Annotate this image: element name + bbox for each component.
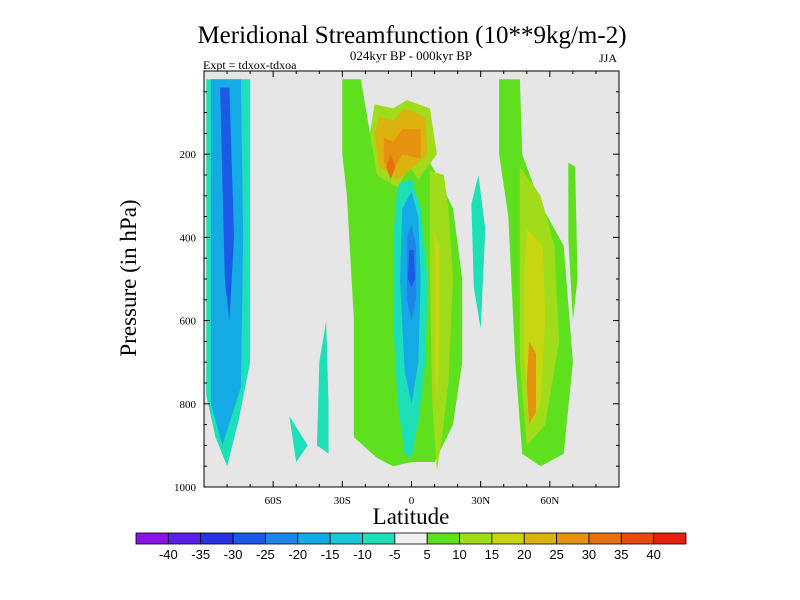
chart-subtitle: 024kyr BP - 000kyr BP <box>350 48 472 63</box>
colorbar-label-13: 30 <box>582 547 596 562</box>
contour-regions <box>206 79 578 471</box>
x-tick-label-3: 30N <box>471 495 490 507</box>
colorbar-swatch-13 <box>556 532 590 545</box>
colorbar-label-4: -20 <box>288 547 307 562</box>
colorbar-swatch-9 <box>426 532 460 545</box>
contour-region-3 <box>220 87 234 321</box>
x-tick-label-1: 30S <box>334 495 351 507</box>
colorbar-label-10: 15 <box>485 547 499 562</box>
colorbar-swatch-1 <box>167 532 202 545</box>
colorbar-swatch-7 <box>362 532 396 545</box>
colorbar-label-2: -30 <box>224 547 243 562</box>
experiment-label: Expt = tdxox-tdxoa <box>203 58 297 72</box>
season-label: JJA <box>599 51 617 65</box>
contour-region-10 <box>408 249 415 288</box>
contour-region-22 <box>568 162 578 321</box>
colorbar-label-3: -25 <box>256 547 275 562</box>
colorbar: -40 -35 -30 -25 -20 -15 -10 -5 5 10 15 20 25 30 35 40 <box>135 532 687 562</box>
chart-title: Meridional Streamfunction (10**9kg/m-2) <box>197 22 626 49</box>
colorbar-swatch-6 <box>329 532 363 545</box>
colorbar-swatch-0 <box>135 532 169 545</box>
x-tick-label-4: 60N <box>540 495 559 507</box>
colorbar-label-1: -35 <box>191 547 210 562</box>
x-tick-label-2: 0 <box>409 495 415 507</box>
colorbar-swatch-16 <box>653 532 687 545</box>
contour-region-14 <box>386 154 396 180</box>
colorbar-label-12: 25 <box>549 547 563 562</box>
colorbar-swatch-10 <box>459 532 493 545</box>
colorbar-label-6: -10 <box>353 547 372 562</box>
colorbar-swatch-8 <box>394 532 428 545</box>
x-tick-label-0: 60S <box>265 495 282 507</box>
colorbar-label-14: 35 <box>614 547 628 562</box>
colorbar-swatch-3 <box>232 532 266 545</box>
colorbar-swatch-15 <box>620 532 655 545</box>
axis-ticks: 60S 30S 0 30N 60N 200 400 600 800 1000 <box>174 71 619 507</box>
colorbar-swatch-14 <box>588 532 622 545</box>
colorbar-swatch-12 <box>523 532 557 545</box>
y-axis-label: Pressure (in hPa) <box>116 199 141 356</box>
colorbar-label-5: -15 <box>321 547 340 562</box>
colorbar-swatch-4 <box>265 532 299 545</box>
y-tick-label-2: 600 <box>180 316 197 328</box>
contour-region-21 <box>526 341 536 425</box>
y-tick-label-0: 200 <box>180 149 197 161</box>
contour-region-17 <box>471 175 486 329</box>
y-tick-label-3: 800 <box>180 399 197 411</box>
colorbar-swatch-11 <box>491 532 525 545</box>
contour-region-4 <box>289 416 308 462</box>
colorbar-label-7: -5 <box>389 547 401 562</box>
colorbar-swatch-2 <box>200 532 234 545</box>
colorbar-label-11: 20 <box>517 547 531 562</box>
colorbar-label-9: 10 <box>452 547 466 562</box>
colorbar-swatch-5 <box>297 532 331 545</box>
contour-region-5 <box>317 320 329 454</box>
colorbar-label-8: 5 <box>424 547 431 562</box>
x-axis-label: Latitude <box>373 504 450 529</box>
y-tick-label-4: 1000 <box>174 482 197 494</box>
colorbar-label-15: 40 <box>646 547 660 562</box>
y-tick-label-1: 400 <box>180 232 197 244</box>
colorbar-label-0: -40 <box>159 547 178 562</box>
contour-region-16 <box>434 229 440 404</box>
